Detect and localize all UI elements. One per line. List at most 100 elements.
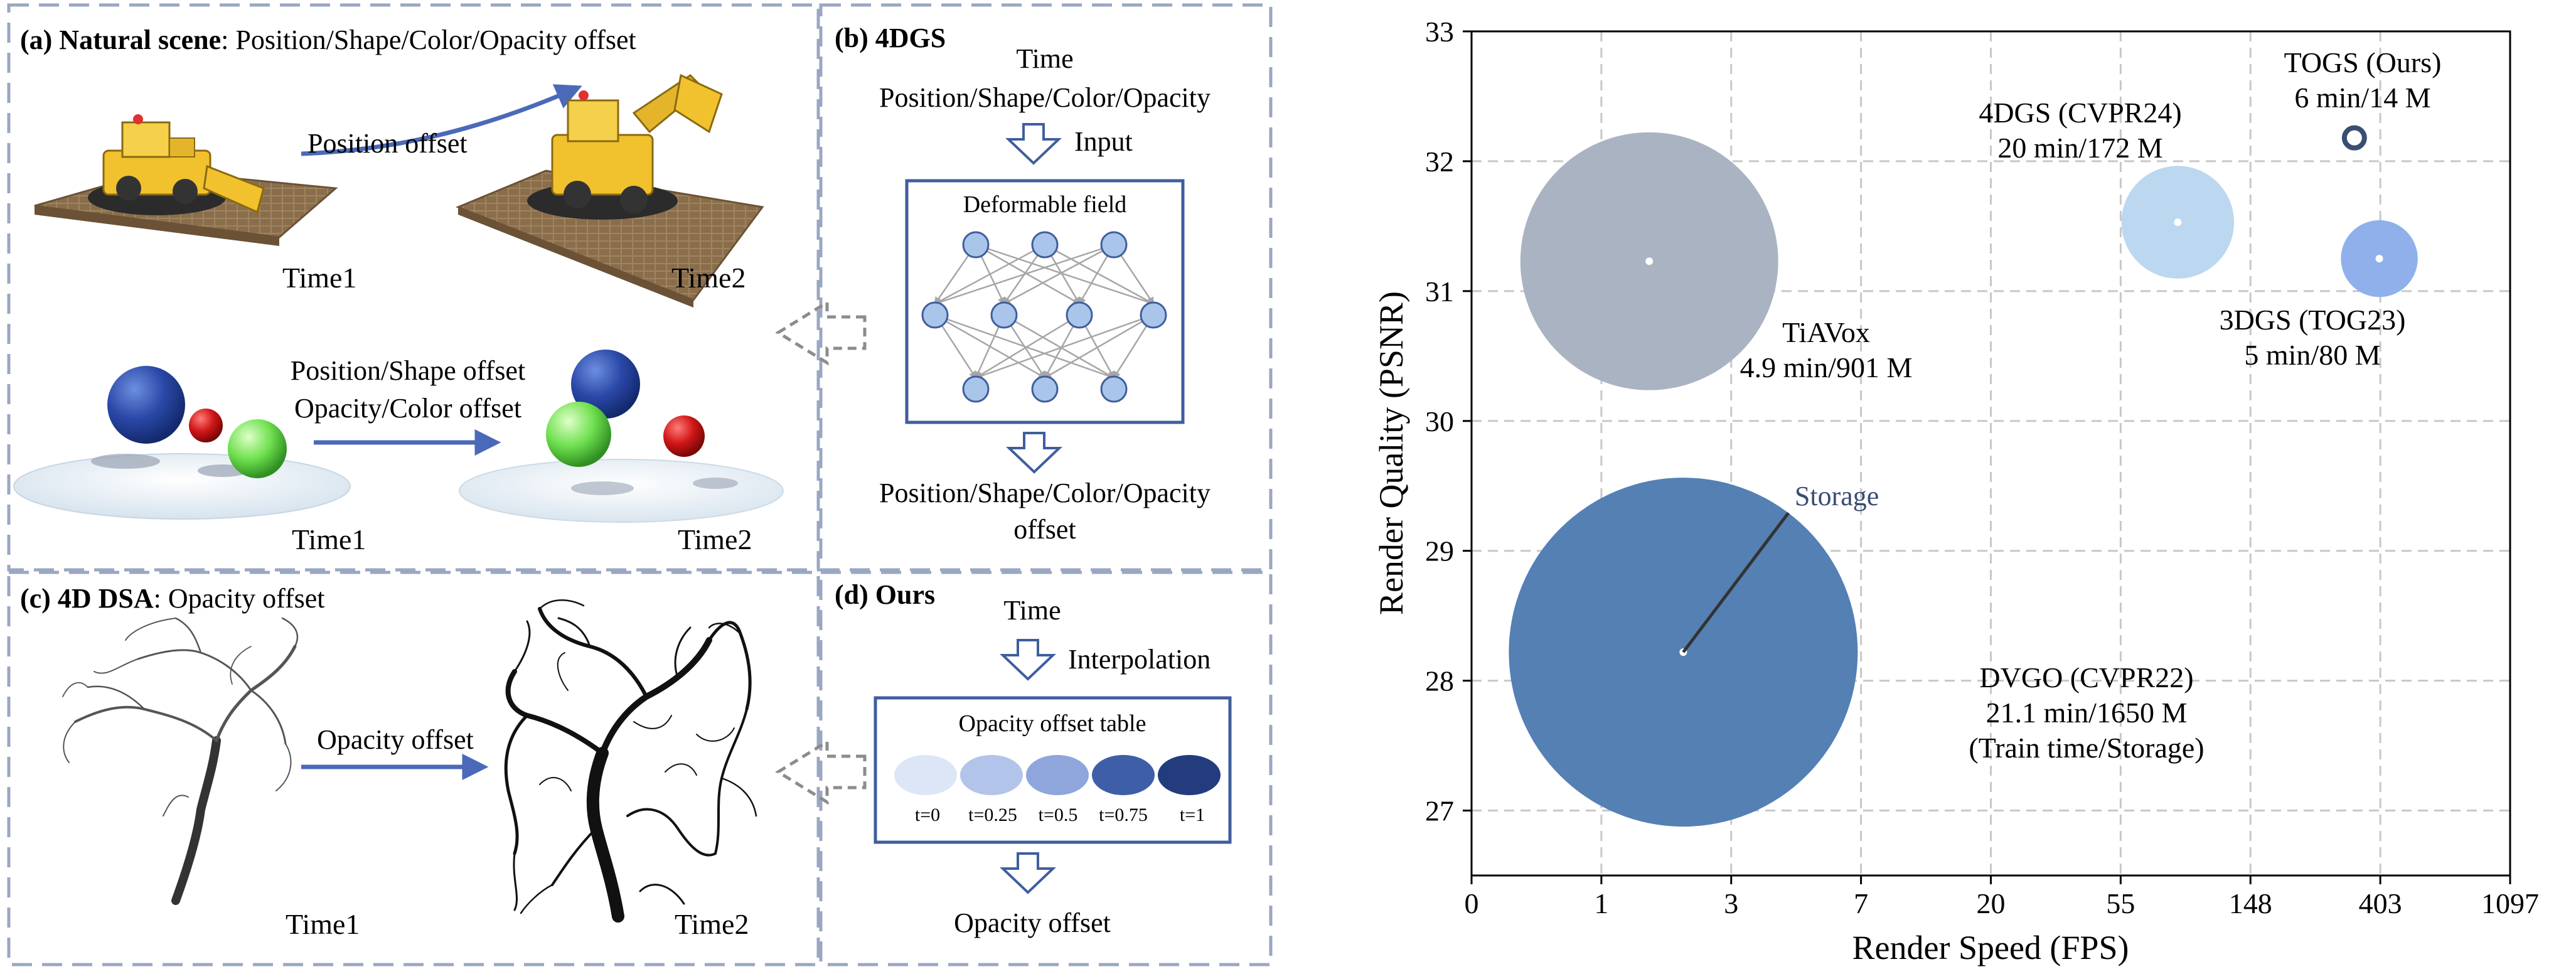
panel-c-opacity-offset-label: Opacity offset	[317, 724, 474, 755]
y-tick-label: 29	[1425, 535, 1454, 567]
panel-b-down-arrow-1	[1005, 123, 1062, 165]
panel-a-frame	[7, 3, 820, 572]
panel-a-title-bold: (a) Natural scene	[20, 24, 221, 55]
panel-d-time-label: Time	[1003, 595, 1061, 626]
bubble-label-3dgs-tog23-line1: 3DGS (TOG23)	[2220, 304, 2406, 336]
bubble-center-tiavox	[1645, 257, 1654, 265]
b-to-a-dashed-arrow	[775, 299, 867, 366]
vessel-sparse-time1	[62, 617, 299, 905]
bubble-label-4dgs-cvpr24-line2: 20 min/172 M	[1997, 132, 2162, 164]
time2-bottom-label: Time2	[678, 523, 752, 555]
network-node-1-3	[1140, 301, 1167, 329]
time2-top-label: Time2	[671, 262, 746, 294]
y-tick-label: 30	[1425, 405, 1454, 437]
opacity-ellipses	[894, 755, 1221, 795]
network-node-1-0	[921, 301, 949, 329]
network-node-1-1	[990, 301, 1018, 329]
panel-c-time2-label: Time2	[675, 908, 749, 940]
x-tick-label: 7	[1854, 887, 1868, 919]
network-node-0-1	[1031, 231, 1059, 259]
panel-a-title: (a) Natural scene: Position/Shape/Color/…	[20, 24, 636, 55]
network-node-0-0	[962, 231, 990, 259]
opacity-ellipse-t025	[960, 755, 1023, 795]
t-label-3: t=0.75	[1099, 805, 1148, 825]
panel-c-time1-label: Time1	[286, 908, 360, 940]
panel-b-attributes-label: Position/Shape/Color/Opacity	[879, 82, 1211, 113]
panel-d-down-arrow-2	[999, 852, 1057, 894]
network-node-2-1	[1031, 375, 1059, 403]
opacity-ellipse-t05	[1026, 755, 1089, 795]
network-edge	[975, 244, 1155, 306]
x-axis-label: Render Speed (FPS)	[1852, 929, 2129, 966]
opacity-ellipse-t075	[1092, 755, 1155, 795]
opacity-ellipse-t1	[1158, 755, 1221, 795]
d-to-c-dashed-arrow	[775, 739, 867, 805]
panel-b-title: (b) 4DGS	[835, 23, 946, 53]
x-tick-label: 148	[2229, 887, 2272, 919]
panel-a-title-rest: : Position/Shape/Color/Opacity offset	[221, 24, 636, 55]
t-label-2: t=0.5	[1039, 805, 1078, 825]
bubble-label-4dgs-cvpr24-line1: 4DGS (CVPR24)	[1979, 97, 2181, 129]
y-tick-label: 27	[1425, 795, 1454, 827]
bubble-center-togs-ours	[2350, 134, 2358, 142]
chart-labels: Storage DVGO (CVPR22) 21.1 min/1650 M(Trai…	[1740, 46, 2442, 764]
deformable-field-network	[921, 231, 1167, 403]
x-tick-label: 55	[2106, 887, 2135, 919]
network-node-1-2	[1066, 301, 1093, 329]
lego-bulldozer-time1	[34, 114, 338, 246]
t-label-1: t=0.25	[968, 805, 1017, 825]
panel-d: (d) Ours Time Interpolation Opacity offs…	[835, 579, 1232, 938]
network-edge	[933, 244, 1114, 306]
panel-c: (c) 4D DSA: Opacity offset Time1 Opacity…	[20, 583, 867, 940]
position-offset-label: Position offset	[307, 128, 468, 159]
opacity-offset-table-title: Opacity offset table	[959, 710, 1146, 737]
network-edge	[1043, 314, 1154, 379]
x-tick-label: 403	[2359, 887, 2402, 919]
bubble-label-dvgo-cvpr22-line3: (Train time/Storage)	[1969, 732, 2204, 764]
network-edge	[1003, 314, 1116, 379]
y-tick-label: 28	[1425, 665, 1454, 697]
x-tick-label: 0	[1465, 887, 1479, 919]
panel-b-frame	[819, 3, 1273, 572]
panel-b-input-label: Input	[1074, 126, 1133, 157]
panel-c-title-rest: : Opacity offset	[154, 583, 325, 614]
network-node-0-2	[1100, 231, 1128, 259]
time1-top-label: Time1	[282, 262, 356, 294]
bubble-label-togs-ours-line1: TOGS (Ours)	[2284, 46, 2442, 78]
y-tick-label: 32	[1425, 146, 1454, 178]
network-edge	[1044, 244, 1155, 305]
y-tick-label: 33	[1425, 16, 1454, 48]
panel-d-output-label: Opacity offset	[954, 907, 1111, 938]
bubble-label-dvgo-cvpr22-line2: 21.1 min/1650 M	[1986, 697, 2188, 729]
position-offset-arrow	[301, 84, 582, 156]
bubble-togs-ours	[2341, 125, 2367, 151]
bubble-chart: 0 1 3 7 20 55 148 403 1097 27 28 29 30 31 32 33 Storage…	[1372, 16, 2539, 966]
y-tick-label: 31	[1425, 276, 1454, 308]
bubble-label-tiavox-line2: 4.9 min/901 M	[1740, 351, 1913, 383]
panel-b-down-arrow-2	[1005, 432, 1063, 474]
vessel-dense-time2	[504, 599, 757, 923]
panel-c-title: (c) 4D DSA: Opacity offset	[20, 583, 325, 614]
offset-line1-label: Position/Shape offset	[291, 355, 525, 386]
panel-c-frame	[7, 570, 820, 966]
time1-bottom-label: Time1	[292, 523, 366, 555]
panel-d-title: (d) Ours	[835, 579, 935, 610]
spheres-time2	[459, 350, 784, 523]
network-node-2-0	[962, 375, 990, 403]
panel-d-frame	[819, 570, 1273, 966]
panel-d-down-arrow-1	[999, 639, 1057, 681]
bubble-label-togs-ours-line2: 6 min/14 M	[2294, 82, 2430, 114]
storage-radius-label: Storage	[1795, 481, 1879, 511]
panel-c-title-bold: (c) 4D DSA	[20, 583, 154, 614]
chart-ticks: 0 1 3 7 20 55 148 403 1097 27 28 29 30 31 32 33	[1425, 16, 2539, 919]
offset-line2-label: Opacity/Color offset	[294, 393, 521, 424]
bubble-center-3dgs-tog23	[2375, 255, 2383, 263]
x-tick-label: 20	[1977, 887, 2006, 919]
panel-frames	[7, 3, 1273, 966]
opacity-ellipse-t0	[894, 755, 957, 795]
lego-bulldozer-time2	[455, 73, 764, 308]
x-tick-label: 1	[1594, 887, 1608, 919]
panel-a: (a) Natural scene: Position/Shape/Color/…	[13, 24, 867, 555]
panel-d-interpolation-label: Interpolation	[1068, 644, 1211, 675]
